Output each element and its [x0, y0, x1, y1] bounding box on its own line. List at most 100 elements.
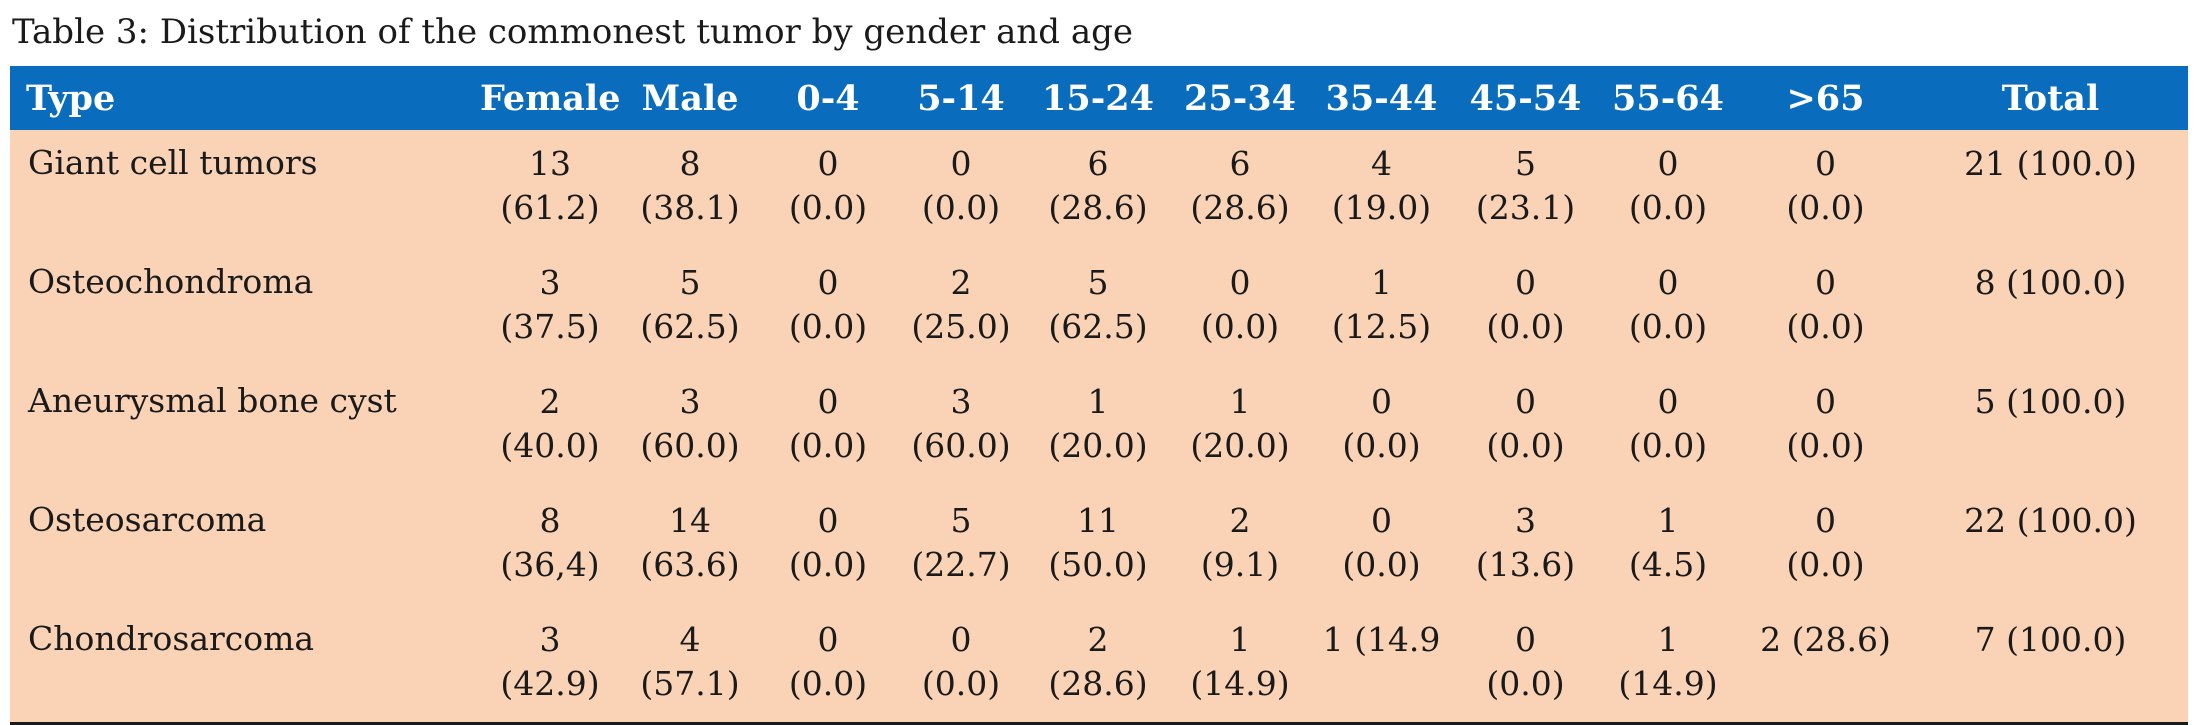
cell-count: 1 [1657, 501, 1679, 540]
table-cell: 0 (0.0) [896, 606, 1026, 725]
cell-count: 8 [539, 501, 561, 540]
cell-percent: (19.0) [1331, 188, 1432, 227]
cell-percent: (60.0) [911, 426, 1011, 465]
table-body: Giant cell tumors 13 (61.2) 8 (38.1) 0 (0.0) 0(… [10, 130, 2188, 725]
cell-count: 5 [679, 263, 701, 302]
table-cell: 0 (0.0) [1453, 368, 1598, 487]
cell-count: 0 [1515, 382, 1536, 421]
cell-percent: (63.6) [640, 545, 740, 584]
cell-percent: (0.0) [1786, 307, 1865, 346]
header-age-15-24: 15-24 [1042, 77, 1154, 119]
cell-percent: (0.0) [1200, 307, 1280, 346]
row-type-label: Osteochondroma [28, 262, 314, 301]
table-row: Osteochondroma 3 (37.5) 5 (62.5) 0 (0.0) 2 (25.0… [10, 249, 2188, 368]
cell-count: 0 [1657, 382, 1679, 421]
cell-count: 0 [1515, 263, 1536, 302]
cell-percent: (0.0) [1486, 664, 1565, 703]
row-total-cell: 5 (100.0) [1913, 368, 2188, 487]
cell-count: 0 [1515, 620, 1536, 659]
table-cell: 0 (0.0) [1738, 368, 1913, 487]
table-cell: 5 (62.5) [620, 249, 760, 368]
table-cell: 3 (42.9) [480, 606, 620, 725]
cell-count: 3 [950, 382, 972, 421]
cell-percent: (0.0) [1342, 426, 1421, 465]
cell-count: 4 [679, 620, 701, 659]
cell-percent: (9.1) [1200, 545, 1280, 584]
cell-percent: (28.6) [1048, 188, 1148, 227]
cell-percent: (0.0) [1786, 545, 1865, 584]
table-cell: 0 (0.0) [1738, 487, 1913, 606]
table-cell: 6 (28.6) [1170, 130, 1310, 249]
cell-count: 0 [950, 144, 972, 183]
cell-count: 1 [1371, 263, 1392, 302]
cell-percent: (0.0) [1342, 545, 1421, 584]
table-cell: 0 (0.0) [1170, 249, 1310, 368]
table-cell: 14 (63.6) [620, 487, 760, 606]
table-cell: 0 (0.0) [760, 249, 896, 368]
row-type-label: Osteosarcoma [28, 500, 267, 539]
cell-count: 0 [1815, 263, 1836, 302]
cell-count: 1 [1229, 382, 1251, 421]
row-total-cell: 22 (100.0) [1913, 487, 2188, 606]
row-total: 7 (100.0) [1974, 620, 2127, 659]
table-cell: 0 (0.0) [1598, 249, 1738, 368]
cell-percent: (0.0) [788, 188, 868, 227]
table-cell: 0 (0.0) [760, 368, 896, 487]
cell-percent: (0.0) [921, 188, 1001, 227]
cell-count: 3 [539, 620, 561, 659]
cell-percent: (23.1) [1475, 188, 1576, 227]
cell-percent: (25.0) [911, 307, 1011, 346]
table-cell: 3 (37.5) [480, 249, 620, 368]
table-cell: 0 (0.0) [1598, 130, 1738, 249]
header-age-25-34: 25-34 [1184, 77, 1296, 119]
table-cell: 1 (20.0) [1170, 368, 1310, 487]
cell-count: 0 [1371, 382, 1392, 421]
table-cell: 1 (14.9) [1598, 606, 1738, 725]
cell-count: 0 [1815, 144, 1836, 183]
table-cell: 0 (0.0) [760, 487, 896, 606]
cell-percent: (13.6) [1475, 545, 1576, 584]
cell-percent: (42.9) [500, 664, 600, 703]
cell-percent: (12.5) [1331, 307, 1432, 346]
table-row: Chondrosarcoma 3 (42.9) 4 (57.1) 0 (0.0) 0 (0.0)… [10, 606, 2188, 725]
cell-count: 0 [817, 144, 839, 183]
table-cell: 11 (50.0) [1026, 487, 1170, 606]
cell-count: 0 [817, 620, 839, 659]
header-row: Type Female Male 0-4 5-14 15-24 25-34 35… [10, 66, 2188, 130]
cell-count: 1 [1087, 382, 1109, 421]
table-cell: 5 (62.5) [1026, 249, 1170, 368]
table-cell: 3 (60.0) [620, 368, 760, 487]
header-male: Male [641, 77, 739, 119]
cell-count: 0 [817, 263, 839, 302]
cell-count: 5 [1087, 263, 1109, 302]
table-cell: 2 (9.1) [1170, 487, 1310, 606]
cell-count: 0 [1657, 144, 1679, 183]
table-cell: 3 (60.0) [896, 368, 1026, 487]
row-type-label: Giant cell tumors [28, 143, 318, 182]
table-cell: 0 (0.0) [1738, 249, 1913, 368]
cell-count: 5 [950, 501, 972, 540]
cell-count: 1 (14.9 [1322, 620, 1441, 659]
cell-percent: (14.9) [1190, 664, 1290, 703]
cell-count: 0 [1815, 501, 1836, 540]
table-cell: 2 (25.0) [896, 249, 1026, 368]
cell-percent: (0.0) [788, 307, 868, 346]
table-cell: 4 (19.0) [1310, 130, 1453, 249]
table-cell: 1 (14.9) [1170, 606, 1310, 725]
table-cell: 8 (36,4) [480, 487, 620, 606]
cell-percent: (57.1) [640, 664, 740, 703]
cell-count: 0 [817, 501, 839, 540]
cell-percent: (20.0) [1048, 426, 1148, 465]
table-row: Aneurysmal bone cyst 2 (40.0) 3 (60.0) 0 (0.0)… [10, 368, 2188, 487]
cell-percent: (0.0) [788, 664, 868, 703]
table-cell: 1 (12.5) [1310, 249, 1453, 368]
cell-count: 1 [1229, 620, 1251, 659]
table-row: Giant cell tumors 13 (61.2) 8 (38.1) 0 (0.0) 0 (… [10, 130, 2188, 249]
cell-count: 2 [1087, 620, 1109, 659]
table-cell: 0 (0.0) [1310, 368, 1453, 487]
row-type-label: Aneurysmal bone cyst [28, 381, 397, 420]
cell-percent: (0.0) [1628, 188, 1708, 227]
cell-count: 2 (28.6) [1760, 620, 1891, 659]
table-cell: 2 (28.6) [1738, 606, 1913, 725]
row-total: 21 (100.0) [1964, 144, 2137, 183]
